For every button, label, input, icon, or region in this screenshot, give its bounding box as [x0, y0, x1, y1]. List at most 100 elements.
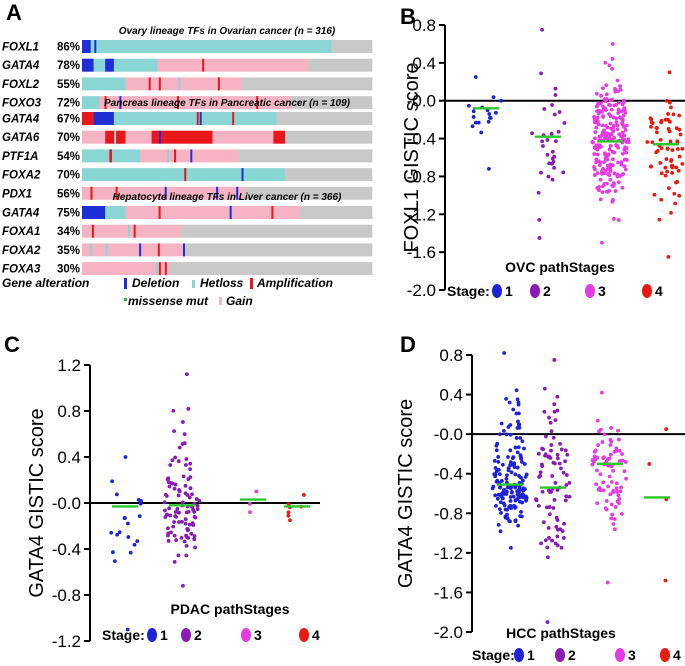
data-point — [608, 114, 613, 118]
data-point — [553, 481, 558, 485]
data-point — [610, 57, 615, 61]
alteration-segment — [285, 168, 373, 182]
data-point — [493, 466, 498, 470]
data-point — [176, 553, 181, 558]
data-point — [596, 111, 601, 116]
data-point — [620, 185, 625, 190]
data-point — [610, 512, 615, 517]
alteration-segment — [99, 96, 292, 110]
data-point — [522, 462, 527, 466]
data-point — [495, 496, 500, 501]
data-point — [592, 115, 596, 119]
data-point — [555, 394, 560, 399]
data-point — [604, 83, 609, 88]
data-point — [603, 60, 608, 65]
legend-gain-swatch — [219, 297, 222, 305]
data-point — [181, 583, 185, 588]
data-point — [608, 132, 613, 137]
series-stage-1 — [490, 351, 529, 550]
data-point — [664, 157, 669, 161]
oncoprint-row — [82, 112, 373, 125]
data-point — [545, 152, 550, 157]
data-point — [471, 109, 476, 114]
stage-4-marker — [660, 648, 670, 662]
data-point — [513, 472, 518, 477]
data-point — [555, 456, 560, 461]
data-point — [506, 466, 511, 471]
data-point — [619, 485, 624, 490]
data-point — [171, 408, 176, 413]
legend-hetloss: Hetloss — [200, 276, 244, 290]
data-point — [652, 192, 657, 197]
data-point — [186, 477, 191, 482]
data-point — [563, 459, 568, 464]
data-point — [590, 462, 595, 467]
data-point — [549, 489, 553, 494]
y-tick-label: 0.8 — [57, 402, 81, 421]
data-point — [559, 545, 564, 550]
data-point — [555, 534, 560, 539]
stage-2-marker — [555, 648, 565, 662]
data-point — [123, 455, 128, 459]
data-point — [539, 71, 543, 76]
data-point — [110, 479, 115, 484]
data-point — [621, 172, 626, 176]
data-point — [188, 467, 192, 472]
data-point — [607, 135, 612, 140]
data-point — [515, 397, 520, 402]
data-point — [493, 493, 498, 498]
data-point — [599, 169, 604, 174]
data-point — [658, 161, 663, 165]
data-point — [557, 110, 562, 114]
data-point — [499, 98, 504, 103]
data-point — [611, 522, 616, 526]
data-point — [500, 496, 505, 501]
series-stage-1 — [109, 455, 143, 632]
data-point — [177, 445, 182, 450]
data-point — [659, 171, 664, 176]
gene-name: GATA6 — [2, 132, 40, 144]
data-point — [183, 483, 188, 488]
alteration-tick — [90, 186, 93, 200]
data-point — [540, 489, 545, 494]
alteration-tick — [127, 224, 130, 238]
data-point — [599, 390, 604, 395]
data-point — [541, 447, 546, 452]
data-point — [180, 519, 184, 524]
alteration-segment — [241, 77, 373, 91]
data-point — [597, 163, 602, 168]
data-point — [602, 131, 607, 136]
legend-missense: missense mut — [128, 294, 209, 308]
y-tick-label: -0.0 — [52, 494, 81, 513]
data-point — [552, 358, 557, 362]
data-point — [667, 100, 672, 105]
alteration-segment — [82, 40, 91, 53]
alteration-segment — [82, 224, 181, 238]
alteration-segment — [82, 186, 245, 200]
data-point — [509, 470, 514, 475]
data-point — [504, 396, 508, 401]
data-point — [499, 511, 503, 515]
data-point — [486, 119, 491, 124]
data-point — [162, 500, 167, 505]
data-point — [183, 521, 188, 526]
data-point — [624, 123, 629, 128]
data-point — [674, 165, 679, 170]
data-point — [594, 91, 599, 96]
data-point — [595, 171, 600, 176]
y-tick-label: -0.4 — [52, 540, 81, 559]
data-point — [555, 488, 560, 492]
data-point — [521, 486, 526, 491]
data-point — [166, 526, 170, 531]
data-point — [114, 492, 119, 497]
data-point — [184, 543, 189, 548]
data-point — [595, 468, 599, 473]
data-point — [555, 452, 560, 457]
gene-name: GATA4 — [2, 208, 40, 220]
data-point — [623, 167, 628, 172]
gene-percent: 75% — [57, 208, 80, 220]
alteration-tick — [105, 243, 108, 257]
y-tick-label: -1.2 — [434, 544, 463, 563]
data-point — [658, 138, 663, 142]
data-point — [508, 519, 512, 524]
